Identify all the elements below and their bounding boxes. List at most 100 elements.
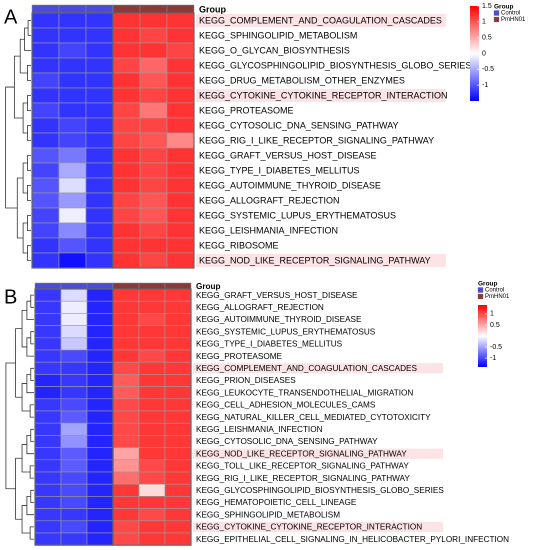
heatmap-cell bbox=[58, 192, 87, 209]
dendrogram bbox=[22, 222, 28, 254]
row-label: KEGG_CYTOSOLIC_DNA_SENSING_PATHWAY bbox=[196, 437, 378, 446]
heatmap-cell bbox=[85, 192, 114, 209]
heatmap-cell bbox=[166, 102, 195, 119]
heatmap-cell bbox=[34, 361, 62, 375]
heatmap-cell bbox=[138, 300, 166, 314]
heatmap-cell bbox=[164, 471, 192, 485]
heatmap-cell bbox=[85, 72, 114, 89]
heatmap-cell bbox=[139, 42, 168, 59]
heatmap-cell bbox=[166, 72, 195, 89]
heatmap-cell bbox=[60, 361, 88, 375]
heatmap-cell bbox=[112, 300, 140, 314]
dendrogram bbox=[27, 20, 31, 36]
heatmap-cell bbox=[139, 57, 168, 74]
heatmap-cell bbox=[58, 207, 87, 224]
heatmap-cell bbox=[34, 532, 62, 546]
heatmap-cell bbox=[86, 532, 114, 546]
annotation-cell bbox=[34, 282, 62, 290]
heatmap-cell bbox=[112, 447, 140, 461]
heatmap-cell bbox=[112, 237, 141, 254]
annotation-title: Group bbox=[199, 4, 226, 14]
heatmap-cell bbox=[85, 87, 114, 104]
heatmap-cell bbox=[60, 520, 88, 534]
heatmap-cell bbox=[34, 374, 62, 387]
heatmap-cell bbox=[112, 398, 140, 412]
dendrogram bbox=[21, 309, 27, 348]
label-highlight bbox=[193, 448, 443, 459]
heatmap-cell bbox=[112, 72, 141, 89]
heatmap-cell bbox=[86, 300, 114, 314]
heatmap-cell bbox=[85, 147, 114, 164]
heatmap-cell bbox=[164, 300, 192, 314]
heatmap-cell bbox=[34, 288, 62, 302]
heatmap-cell bbox=[34, 435, 62, 448]
heatmap-cell bbox=[86, 520, 114, 534]
annotation-cell bbox=[139, 4, 168, 14]
row-label: KEGG_GLYCOSPHINGOLIPID_BIOSYNTHESIS_GLOB… bbox=[196, 486, 444, 495]
heatmap-cell bbox=[86, 435, 114, 448]
dendrogram bbox=[19, 38, 28, 74]
dendrogram bbox=[30, 428, 34, 442]
colorbar bbox=[470, 6, 479, 101]
heatmap-cell bbox=[34, 508, 62, 522]
heatmap-cell bbox=[34, 410, 62, 424]
row-label: KEGG_CELL_ADHESION_MOLECULES_CAMS bbox=[196, 401, 376, 410]
heatmap-cell bbox=[166, 87, 195, 104]
heatmap-cell bbox=[112, 325, 140, 339]
heatmap-cell bbox=[112, 361, 140, 375]
heatmap-cell bbox=[139, 162, 168, 179]
heatmap-cell bbox=[86, 471, 114, 485]
heatmap-cell bbox=[58, 117, 87, 134]
row-label: KEGG_GRAFT_VERSUS_HOST_DISEASE bbox=[199, 150, 377, 160]
dendrogram bbox=[29, 526, 34, 540]
heatmap-cell bbox=[112, 422, 140, 436]
heatmap-cell bbox=[58, 57, 87, 74]
heatmap-cell bbox=[86, 349, 114, 363]
legend-label: PmHN01 bbox=[501, 17, 526, 23]
heatmap-cell bbox=[112, 471, 140, 485]
legend-label: Control bbox=[501, 11, 520, 17]
heatmap-cell bbox=[86, 508, 114, 522]
label-highlight bbox=[193, 521, 443, 532]
row-label: KEGG_CYTOSOLIC_DNA_SENSING_PATHWAY bbox=[199, 120, 399, 130]
heatmap-cell bbox=[139, 87, 168, 104]
heatmap-cell bbox=[138, 508, 166, 522]
heatmap-cell bbox=[164, 435, 192, 448]
row-label: KEGG_AUTOIMMUNE_THYROID_DISEASE bbox=[199, 180, 381, 190]
heatmap-cell bbox=[164, 325, 192, 339]
heatmap-cell bbox=[85, 177, 114, 194]
heatmap-cell bbox=[138, 410, 166, 424]
row-label: KEGG_TOLL_LIKE_RECEPTOR_SIGNALING_PATHWA… bbox=[196, 462, 409, 471]
heatmap-cell bbox=[112, 162, 141, 179]
heatmap-cell bbox=[164, 386, 192, 400]
heatmap-cell bbox=[85, 162, 114, 179]
heatmap-cell bbox=[60, 410, 88, 424]
heatmap-cell bbox=[34, 313, 62, 326]
heatmap-cell bbox=[86, 386, 114, 400]
dendrogram bbox=[27, 65, 31, 81]
heatmap-cell bbox=[58, 12, 87, 29]
label-highlight bbox=[196, 14, 446, 27]
heatmap-cell bbox=[60, 483, 88, 497]
legend-title: Group bbox=[478, 281, 498, 288]
heatmap-cell bbox=[138, 398, 166, 412]
heatmap-cell bbox=[112, 386, 140, 400]
heatmap-cell bbox=[166, 222, 195, 239]
heatmap-cell bbox=[31, 117, 60, 134]
heatmap-cell bbox=[58, 72, 87, 89]
heatmap-cell bbox=[60, 447, 88, 461]
heatmap-cell bbox=[58, 42, 87, 59]
heatmap-cell bbox=[60, 288, 88, 302]
heatmap-cell bbox=[31, 72, 60, 89]
heatmap-cell bbox=[31, 132, 60, 149]
heatmap-cell bbox=[139, 237, 168, 254]
heatmap-cell bbox=[34, 422, 62, 436]
heatmap-cell bbox=[139, 252, 168, 269]
block-border bbox=[112, 288, 192, 546]
colorbar-label: 1.5 bbox=[482, 3, 492, 10]
heatmap-cell bbox=[86, 398, 114, 412]
panel-label: A bbox=[4, 6, 18, 28]
colorbar-label: -0.5 bbox=[490, 344, 502, 351]
heatmap-cell bbox=[31, 57, 60, 74]
heatmap-cell bbox=[31, 147, 60, 164]
